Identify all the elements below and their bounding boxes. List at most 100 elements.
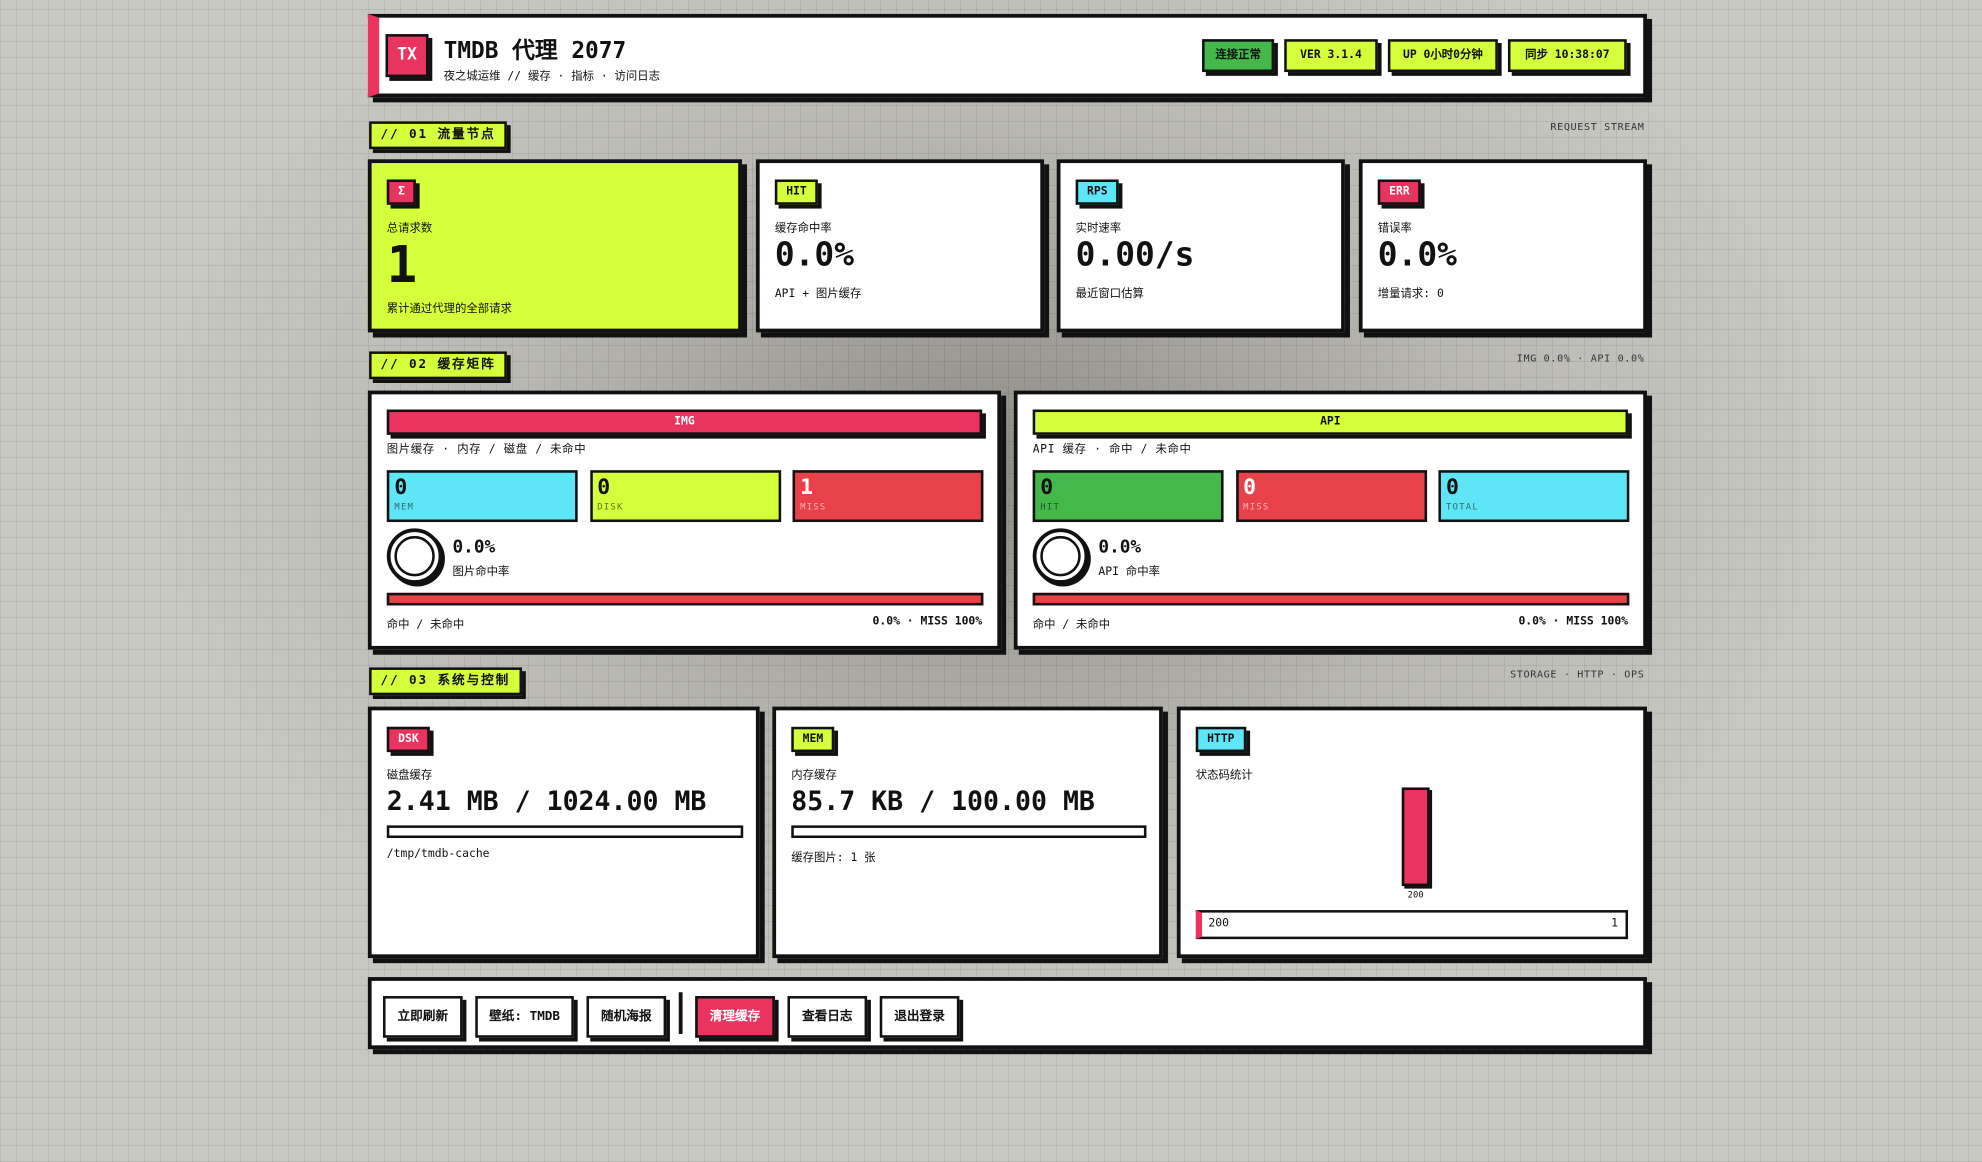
stat-value: 1 bbox=[386, 236, 418, 295]
random-poster-button[interactable]: 随机海报 bbox=[586, 996, 667, 1038]
logo: TX bbox=[385, 34, 429, 78]
stat-label: 错误率 bbox=[1377, 222, 1412, 236]
stat-card: RPS 实时速率 0.00/s 最近窗口估算 bbox=[1056, 159, 1345, 333]
status-row-code: 200 bbox=[1208, 917, 1229, 931]
separator bbox=[678, 992, 683, 1034]
stat-desc: 最近窗口估算 bbox=[1075, 288, 1144, 301]
card-value: 2.41 MB / 1024.00 MB bbox=[386, 786, 707, 817]
cache-card: IMG 图片缓存 · 内存 / 磁盘 / 未命中 0 MEM 0 DISK 1 MISS 0.0… bbox=[367, 390, 1002, 650]
section-note: IMG 0.0% · API 0.0% bbox=[1516, 352, 1645, 365]
cell-value: 0 bbox=[1040, 475, 1054, 501]
section-label: // 01 流量节点 bbox=[369, 121, 508, 150]
card-label: 内存缓存 bbox=[791, 769, 837, 783]
stat-tag: RPS bbox=[1075, 179, 1119, 205]
cache-card: API API 缓存 · 命中 / 未命中 0 HIT 0 MISS 0 TOTAL 0.0% A… bbox=[1013, 390, 1647, 650]
http-card: HTTP 状态码统计 200 200 1 bbox=[1176, 706, 1647, 959]
cell-value: 0 bbox=[394, 475, 408, 501]
refresh-button[interactable]: 立即刷新 bbox=[382, 996, 463, 1038]
cache-title: API bbox=[1032, 409, 1629, 435]
ring-inner bbox=[1040, 535, 1081, 577]
card-value: 85.7 KB / 100.00 MB bbox=[791, 786, 1095, 817]
stat-tag: Σ bbox=[386, 179, 417, 205]
cell-label: MISS bbox=[800, 501, 827, 512]
section-label: // 02 缓存矩阵 bbox=[369, 351, 508, 380]
subtitle: 夜之城运维 // 缓存 · 指标 · 访问日志 bbox=[443, 70, 661, 84]
rate-value: 0.0% bbox=[452, 537, 496, 558]
status-bar bbox=[1401, 787, 1430, 887]
section-label: // 03 系统与控制 bbox=[369, 667, 522, 696]
bar-label: 命中 / 未命中 bbox=[1032, 619, 1111, 632]
cell-label: HIT bbox=[1040, 501, 1061, 512]
section-note: STORAGE · HTTP · OPS bbox=[1510, 668, 1645, 681]
status-badge: 连接正常 bbox=[1202, 39, 1275, 73]
status-code-label: 200 bbox=[1407, 889, 1424, 900]
ring-inner bbox=[394, 535, 435, 577]
title: TMDB 代理 2077 bbox=[443, 37, 627, 65]
version-badge: VER 3.1.4 bbox=[1284, 39, 1378, 73]
cache-cell: 0 TOTAL bbox=[1438, 470, 1630, 523]
logout-button[interactable]: 退出登录 bbox=[879, 996, 960, 1038]
stat-card: HIT 缓存命中率 0.0% API + 图片缓存 bbox=[755, 159, 1045, 333]
stat-card: ERR 错误率 0.0% 增量请求: 0 bbox=[1358, 159, 1647, 333]
rate-value: 0.0% bbox=[1098, 537, 1142, 558]
cache-cell: 0 MEM bbox=[386, 470, 578, 523]
bar-value: 0.0% · MISS 100% bbox=[1518, 615, 1629, 629]
cell-value: 0 bbox=[1243, 475, 1257, 501]
section-note: REQUEST STREAM bbox=[1550, 121, 1645, 133]
status-row-count: 1 bbox=[1611, 917, 1618, 931]
card-label: 状态码统计 bbox=[1195, 769, 1253, 783]
clear-cache-button[interactable]: 清理缓存 bbox=[695, 996, 775, 1038]
stat-label: 实时速率 bbox=[1075, 222, 1122, 236]
stat-tag: HIT bbox=[774, 179, 819, 205]
miss-bar bbox=[386, 592, 984, 606]
cell-value: 0 bbox=[1446, 475, 1459, 501]
cache-cell: 0 HIT bbox=[1032, 470, 1224, 523]
stat-label: 缓存命中率 bbox=[774, 222, 832, 236]
rate-label: API 命中率 bbox=[1098, 566, 1160, 579]
stat-desc: 增量请求: 0 bbox=[1377, 288, 1444, 301]
stat-label: 总请求数 bbox=[386, 222, 433, 236]
stat-tag: ERR bbox=[1377, 179, 1422, 205]
cache-title: IMG bbox=[386, 409, 983, 435]
sync-badge: 同步 10:38:07 bbox=[1507, 39, 1627, 73]
cell-label: DISK bbox=[597, 501, 624, 512]
status-row: 200 1 bbox=[1195, 910, 1629, 940]
stat-value: 0.00/s bbox=[1075, 236, 1195, 275]
progress-track bbox=[791, 825, 1147, 839]
cache-cell: 0 MISS bbox=[1235, 470, 1427, 523]
bar-value: 0.0% · MISS 100% bbox=[872, 615, 983, 629]
cache-subtitle: 图片缓存 · 内存 / 磁盘 / 未命中 bbox=[386, 443, 587, 457]
card-tag: HTTP bbox=[1195, 726, 1246, 753]
wallpaper-button[interactable]: 壁纸: TMDB bbox=[475, 996, 574, 1038]
header: TX TMDB 代理 2077 夜之城运维 // 缓存 · 指标 · 访问日志 … bbox=[367, 13, 1647, 98]
stat-value: 0.0% bbox=[774, 236, 854, 275]
cache-cell: 1 MISS bbox=[792, 470, 984, 523]
rate-label: 图片命中率 bbox=[452, 566, 510, 579]
uptime-badge: UP 0小时0分钟 bbox=[1387, 39, 1498, 73]
stat-desc: API + 图片缓存 bbox=[774, 288, 862, 301]
view-logs-button[interactable]: 查看日志 bbox=[787, 996, 868, 1038]
cell-label: MISS bbox=[1243, 501, 1270, 512]
cell-value: 1 bbox=[800, 475, 814, 501]
card-label: 磁盘缓存 bbox=[386, 769, 433, 783]
cell-label: MEM bbox=[394, 501, 415, 512]
stat-value: 0.0% bbox=[1377, 236, 1457, 275]
cell-label: TOTAL bbox=[1446, 501, 1479, 512]
cache-subtitle: API 缓存 · 命中 / 未命中 bbox=[1032, 443, 1192, 457]
miss-bar bbox=[1032, 592, 1630, 606]
card-tag: DSK bbox=[386, 726, 431, 753]
card-note: /tmp/tmdb-cache bbox=[386, 848, 490, 861]
bar-label: 命中 / 未命中 bbox=[386, 619, 465, 632]
disk-card: DSK 磁盘缓存 2.41 MB / 1024.00 MB /tmp/tmdb-… bbox=[367, 706, 760, 959]
stat-desc: 累计通过代理的全部请求 bbox=[386, 303, 512, 316]
card-tag: MEM bbox=[791, 726, 835, 753]
action-bar: 立即刷新 壁纸: TMDB 随机海报 清理缓存 查看日志 退出登录 bbox=[367, 977, 1647, 1050]
card-note: 缓存图片: 1 张 bbox=[791, 851, 876, 865]
cache-cell: 0 DISK bbox=[589, 470, 781, 523]
progress-track bbox=[386, 825, 744, 839]
cell-value: 0 bbox=[597, 475, 611, 501]
mem-card: MEM 内存缓存 85.7 KB / 100.00 MB 缓存图片: 1 张 bbox=[772, 706, 1163, 959]
stat-card: Σ 总请求数 1 累计通过代理的全部请求 bbox=[367, 159, 742, 333]
